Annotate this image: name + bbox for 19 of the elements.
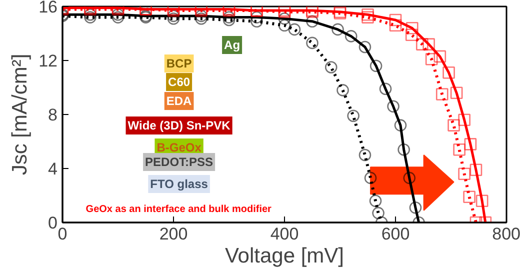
x-tick-label: 400 [270, 224, 299, 244]
y-tick-label: 8 [48, 106, 58, 124]
annotation: Wide (3D) Sn-PVK [128, 118, 231, 133]
annotation: C60 [168, 75, 190, 90]
annotation: GeOx as an interface and bulk modifier [86, 204, 272, 216]
annotation: EDA [166, 94, 192, 108]
x-axis-title: Voltage [mV] [224, 244, 344, 268]
annotation: FTO glass [150, 176, 208, 191]
y-tick-label: 12 [38, 52, 58, 70]
annotation: BCP [166, 56, 192, 71]
y-tick-label: 4 [48, 160, 58, 178]
x-tick-label: 800 [492, 224, 520, 244]
y-tick-label: 16 [38, 0, 58, 16]
x-tick-label: 600 [381, 224, 410, 244]
annotation: PEDOT:PSS [145, 154, 214, 169]
annotation: B-GeOx [156, 140, 202, 155]
y-axis-title: Jsc [mA/cm²] [8, 54, 32, 176]
annotation: Ag [224, 38, 240, 52]
x-tick-label: 200 [159, 224, 188, 244]
